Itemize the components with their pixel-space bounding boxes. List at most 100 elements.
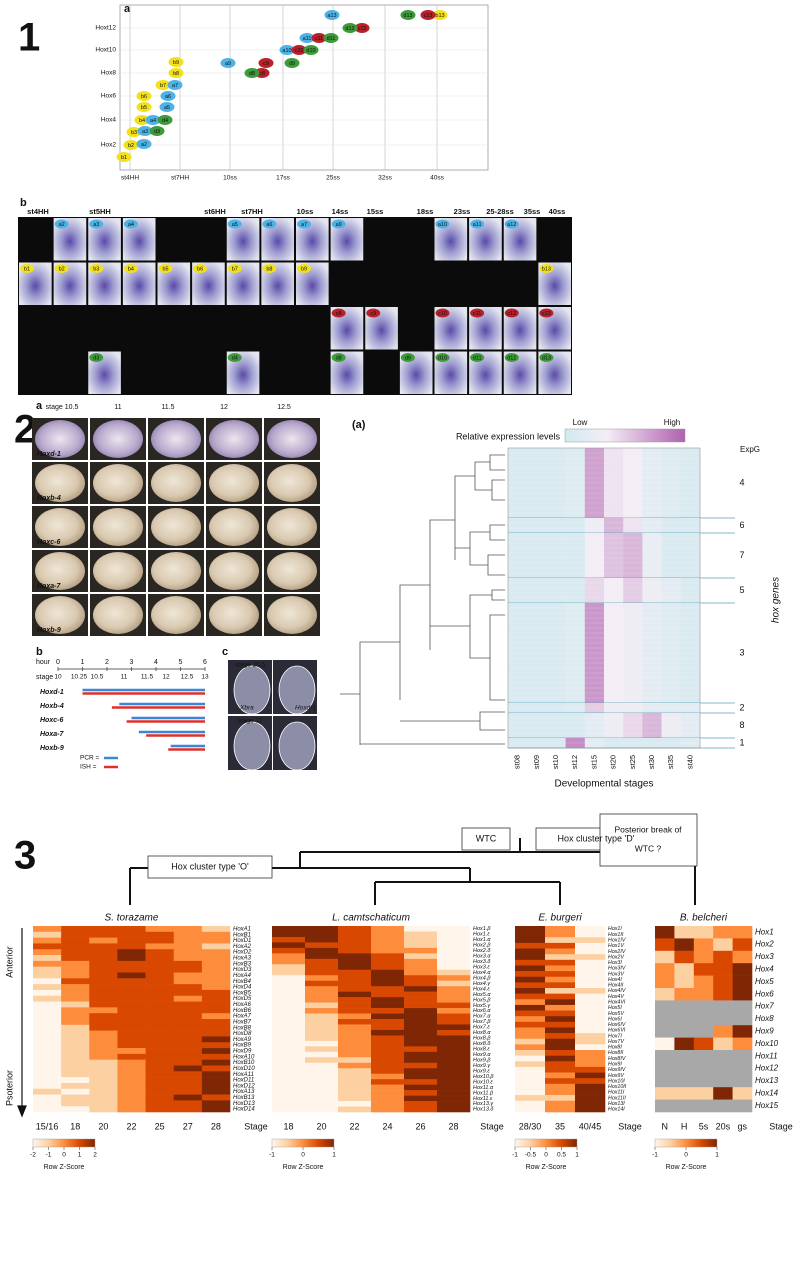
gene-label: Hox6I (608, 1016, 622, 1022)
heatmap-cell (305, 1040, 339, 1047)
embryo-photo (93, 508, 143, 546)
heatmap-cell (338, 1101, 372, 1107)
heatmap-cell (575, 942, 606, 949)
stage-label: 24 (382, 1121, 392, 1131)
stage-label: 20s (716, 1121, 731, 1131)
heatmap-cell (173, 926, 203, 933)
heatmap-cell (89, 1001, 118, 1008)
gene-label: Hox3I (608, 960, 622, 966)
photo-tag-label: d11 (473, 355, 482, 361)
group-label: 2 (739, 702, 744, 712)
heatmap-cell (272, 1040, 306, 1047)
heatmap-cell (338, 1057, 372, 1064)
heatmap-cell (272, 1095, 306, 1102)
heatmap-cell (371, 991, 405, 998)
heatmap-cell (575, 993, 606, 1000)
heatmap-cell (272, 1046, 306, 1053)
heatmap-cell (145, 1024, 175, 1031)
photo-tag (331, 219, 346, 229)
heatmap-cell (145, 1094, 175, 1101)
heatmap-cell (33, 978, 62, 985)
gene-label: Hox9I (608, 1061, 622, 1067)
photo-tag (331, 353, 346, 362)
marker-label: c11 (315, 36, 323, 42)
embryo-photo (35, 508, 85, 546)
embryo-photo (151, 552, 201, 590)
stage-header: 35ss (524, 207, 541, 216)
heatmap-cell (575, 937, 606, 944)
heatmap-cell (713, 975, 733, 989)
heatmap-cell (545, 976, 576, 983)
heatmap-cell (201, 1024, 231, 1031)
heatmap-cell (732, 1025, 753, 1038)
expression-marker (258, 58, 274, 68)
z-tick-label: -1 (512, 1152, 518, 1159)
heatmap-cell (305, 953, 339, 960)
gene-label: Hox1.β (473, 926, 491, 932)
gene-label: Hox1II (608, 932, 624, 938)
heatmap-cell (693, 1087, 714, 1100)
heatmap-cell (305, 1051, 339, 1058)
heatmap-cell (713, 1074, 733, 1088)
expression-marker (291, 45, 307, 55)
heatmap-cell (575, 1033, 606, 1040)
heatmap-cell (575, 1095, 606, 1102)
marker-label: d3 (154, 129, 160, 135)
heatmap-cell (404, 1008, 438, 1014)
heatmap-cell (371, 947, 405, 954)
marker-label: b4 (139, 118, 145, 124)
embryo-photo (267, 596, 317, 634)
heatmap-cell (89, 984, 118, 991)
heatmap-cell (575, 971, 606, 978)
stage-label: 28 (211, 1121, 221, 1131)
heatmap-cell (693, 975, 714, 989)
heatmap-cell (515, 982, 546, 989)
heatmap-cell (713, 1012, 733, 1026)
heatmap-cell (338, 975, 372, 982)
gene-label: HoxD11 (233, 1078, 254, 1084)
heatmap-cell (89, 1082, 118, 1090)
heatmap-cell (545, 993, 576, 1000)
heatmap-cell (117, 1024, 146, 1031)
heatmap-cell (117, 955, 146, 962)
marker-label: b5 (141, 105, 147, 111)
heatmap-cell (642, 713, 662, 738)
marker-label: d12 (345, 26, 354, 32)
heatmap-cell (145, 943, 175, 950)
heatmap-cell (61, 1082, 90, 1090)
gene-label: Hox6IV (608, 1022, 626, 1028)
heatmap-cell (713, 938, 733, 952)
gene-label: Hox11.ε (473, 1096, 493, 1102)
heatmap-cell (655, 1087, 675, 1100)
z-color-bar (514, 1138, 578, 1148)
heatmap-cell (145, 1053, 175, 1060)
photo-tag-label: a2 (59, 222, 65, 228)
stage-header: 25-28ss (486, 207, 514, 216)
gene-label: Hox4 (755, 965, 774, 974)
heatmap-cell (145, 926, 175, 933)
z-tick-label: 0 (62, 1152, 66, 1159)
stage-header: 15ss (367, 207, 384, 216)
heatmap-cell (584, 533, 605, 578)
photo-tag-label: c8 (336, 311, 342, 317)
gene-label: Hox8IV (608, 1056, 626, 1062)
anterior-posterior-arrow (17, 928, 27, 1118)
heatmap-cell (33, 1042, 62, 1049)
heatmap-cell (117, 1100, 146, 1107)
heatmap-cell (693, 1000, 714, 1014)
expression-marker (284, 58, 300, 68)
heatmap-cell (33, 1088, 62, 1095)
heatmap-cell (545, 1083, 576, 1090)
gene-label: Hox9 (755, 1027, 774, 1036)
heatmap-cell (272, 947, 306, 954)
heatmap-cell (305, 969, 339, 976)
marker-label: b2 (128, 143, 134, 149)
gene-label: Hox11II (608, 1095, 626, 1101)
gene-label: Hox7V (608, 1039, 624, 1045)
stage-tick-label: 10.5 (91, 674, 104, 681)
stage-label: 40/45 (579, 1121, 602, 1131)
stage-label: N (661, 1121, 668, 1131)
heatmap-cell (642, 533, 662, 578)
heatmap-cell (575, 1021, 606, 1028)
